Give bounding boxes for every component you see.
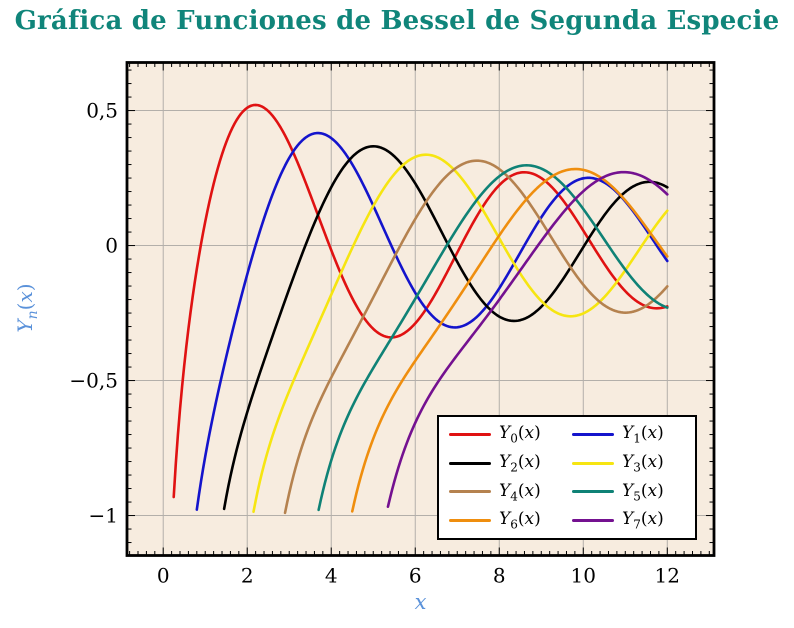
page-title: Gráfica de Funciones de Bessel de Segund…: [14, 6, 780, 36]
curve-Y7: [386, 170, 669, 508]
curve-Y6: [350, 167, 669, 513]
x-tick-label: 4: [325, 564, 338, 588]
legend-label: Y0(x): [499, 423, 541, 446]
legend: Y0(x) Y1(x) Y2(x) Y3(x) Y4(x) Y5(x) Y6(x) Y7(x): [437, 415, 697, 540]
legend-item-Y5: Y5(x): [572, 479, 695, 505]
curve-Y3: [252, 153, 669, 514]
y-tick-label: 0,5: [86, 99, 118, 123]
x-axis-label: x: [414, 590, 427, 614]
legend-label: Y2(x): [499, 451, 541, 475]
legend-label: Y1(x): [622, 423, 664, 446]
plot-frame: [125, 61, 716, 557]
legend-line-sample: [449, 518, 491, 522]
legend-label: Y4(x): [499, 480, 541, 503]
legend-item-Y6: Y6(x): [449, 507, 572, 533]
legend-item-Y1: Y1(x): [572, 422, 695, 448]
curve-Y4: [283, 159, 669, 515]
curve-Y1: [195, 131, 669, 511]
legend-line-sample: [449, 433, 491, 437]
legend-item-Y0: Y0(x): [449, 422, 572, 448]
legend-label: Y5(x): [622, 480, 664, 503]
y-tick-label: −1: [89, 504, 118, 528]
x-tick-label: 10: [571, 564, 596, 588]
legend-line-sample: [572, 518, 614, 522]
y-tick-label: 0: [105, 234, 118, 258]
legend-line-sample: [572, 490, 614, 494]
x-tick-label: 8: [493, 564, 506, 588]
x-tick-label: 2: [241, 564, 254, 588]
legend-item-Y2: Y2(x): [449, 450, 572, 476]
y-axis-label: Yn(x): [13, 283, 41, 333]
curves: [172, 103, 669, 515]
legend-line-sample: [449, 461, 491, 465]
x-tick-label: 6: [409, 564, 422, 588]
tick-labels: 0 2 4 6 8 10 12 0,5 0 −0,5 −1: [69, 99, 680, 588]
x-tick-label: 12: [655, 564, 680, 588]
legend-label: Y6(x): [499, 509, 541, 532]
legend-line-sample: [449, 490, 491, 494]
y-tick-label: −0,5: [69, 369, 118, 393]
curve-Y5: [317, 164, 669, 512]
legend-label: Y7(x): [622, 509, 664, 532]
legend-line-sample: [572, 461, 614, 465]
legend-item-Y7: Y7(x): [572, 507, 695, 533]
curve-Y2: [222, 144, 669, 511]
x-tick-label: 0: [157, 564, 170, 588]
legend-label: Y3(x): [622, 451, 664, 475]
curve-Y0: [172, 103, 669, 499]
legend-item-Y4: Y4(x): [449, 479, 572, 505]
legend-item-Y3: Y3(x): [572, 450, 695, 476]
legend-line-sample: [572, 433, 614, 437]
